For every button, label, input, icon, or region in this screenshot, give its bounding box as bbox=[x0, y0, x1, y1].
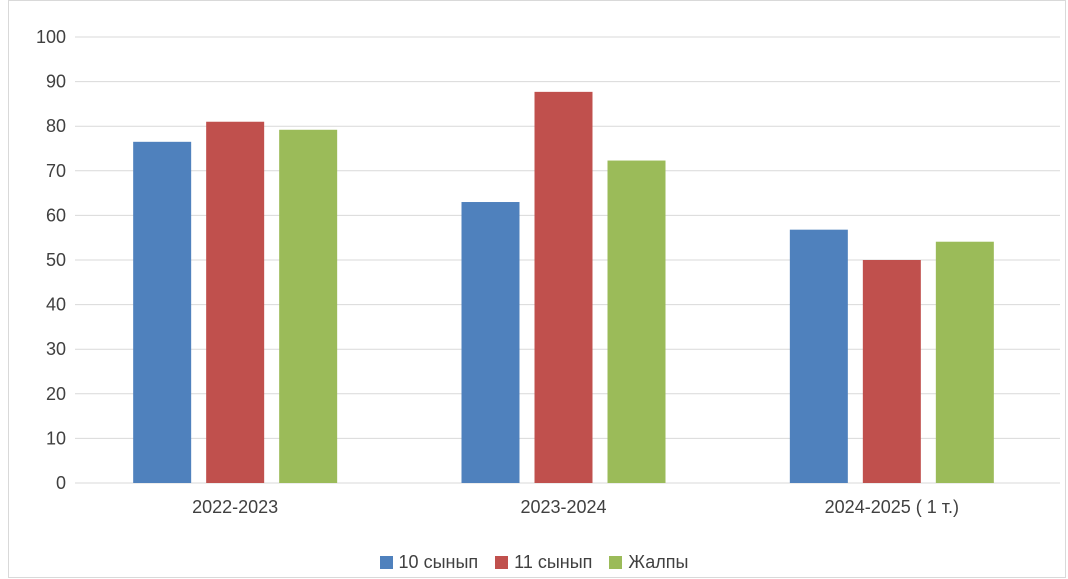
bar-2-0 bbox=[789, 229, 848, 483]
bar-0-2 bbox=[279, 129, 338, 483]
bar-0-0 bbox=[133, 141, 192, 483]
y-tick-label: 20 bbox=[46, 384, 66, 404]
legend: 10 сынып 11 сынып Жалпы bbox=[0, 552, 1068, 574]
legend-swatch-1 bbox=[495, 556, 509, 569]
legend-item: 10 сынып bbox=[379, 552, 479, 573]
x-tick-label: 2023-2024 bbox=[520, 497, 606, 517]
bar-1-1 bbox=[534, 91, 593, 483]
legend-label-1: 11 сынып bbox=[514, 552, 593, 572]
y-tick-label: 0 bbox=[56, 473, 66, 493]
y-tick-label: 10 bbox=[46, 428, 66, 448]
x-tick-label: 2022-2023 bbox=[192, 497, 278, 517]
y-tick-label: 80 bbox=[46, 116, 66, 136]
bar-0-1 bbox=[206, 121, 265, 484]
y-tick-label: 90 bbox=[46, 72, 66, 92]
legend-item: Жалпы bbox=[609, 552, 688, 573]
y-axis-ticks: 0 10 20 30 40 50 60 70 80 90 100 bbox=[36, 27, 66, 493]
legend-label-0: 10 сынып bbox=[398, 552, 479, 572]
y-tick-label: 70 bbox=[46, 161, 66, 181]
bar-1-2 bbox=[607, 160, 666, 484]
bar-1-0 bbox=[461, 202, 520, 483]
legend-swatch-2 bbox=[609, 556, 623, 569]
bar-2-1 bbox=[862, 260, 921, 483]
x-tick-label: 2024-2025 ( 1 т.) bbox=[825, 497, 959, 517]
y-tick-label: 40 bbox=[46, 295, 66, 315]
y-tick-label: 50 bbox=[46, 250, 66, 270]
x-axis-ticks: 2022-2023 2023-2024 2024-2025 ( 1 т.) bbox=[192, 497, 959, 517]
bars bbox=[133, 91, 994, 484]
legend-item: 11 сынып bbox=[495, 552, 592, 573]
y-tick-label: 100 bbox=[36, 27, 66, 47]
y-tick-label: 60 bbox=[46, 205, 66, 225]
y-tick-label: 30 bbox=[46, 339, 66, 359]
bar-2-2 bbox=[935, 241, 994, 483]
legend-label-2: Жалпы bbox=[628, 552, 689, 572]
legend-swatch-0 bbox=[379, 556, 393, 569]
